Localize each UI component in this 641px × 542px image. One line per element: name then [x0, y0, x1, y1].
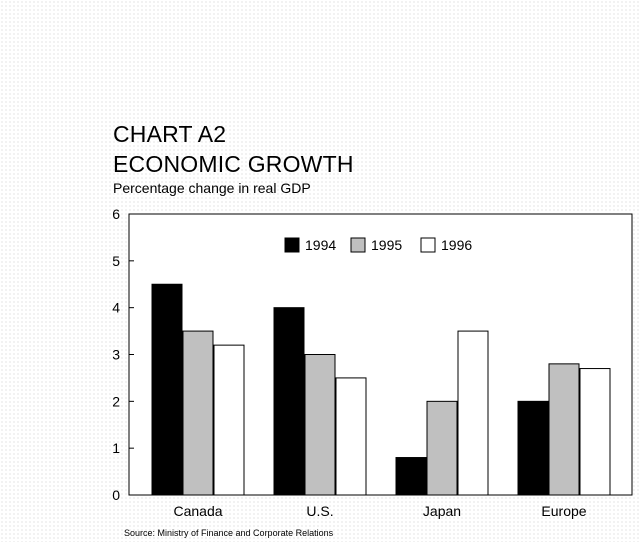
x-axis: Canada U.S. Japan Europe: [173, 503, 586, 519]
source-note: Source: Ministry of Finance and Corporat…: [124, 528, 334, 538]
bar-1996-us: [335, 377, 367, 496]
legend-swatch-1995: [350, 237, 366, 253]
x-tick-label: Canada: [173, 503, 222, 519]
legend-label-1994: 1994: [305, 237, 336, 253]
legend-label-1996: 1996: [441, 237, 472, 253]
legend: 1994 1995 1996: [284, 237, 472, 253]
bar-1994-canada: [151, 283, 183, 496]
bar-1994-japan: [395, 457, 427, 496]
bar-1995-canada: [182, 330, 214, 496]
bar-1996-europe: [579, 368, 611, 496]
y-tick-label: 4: [112, 300, 120, 316]
y-tick-label: 0: [112, 487, 120, 503]
bar-1995-japan: [426, 400, 458, 496]
x-tick-label: Japan: [423, 503, 461, 519]
bar-1996-canada: [213, 344, 245, 496]
legend-swatch-1996: [420, 237, 436, 253]
x-tick-label: U.S.: [306, 503, 333, 519]
bar-1995-us: [304, 354, 336, 496]
chart-title-secondary: ECONOMIC GROWTH: [113, 151, 354, 177]
y-tick-label: 5: [112, 253, 120, 269]
legend-label-1995: 1995: [371, 237, 402, 253]
y-tick-label: 1: [112, 440, 120, 456]
chart-title: CHART A2: [113, 121, 227, 147]
bar-1996-japan: [457, 330, 489, 496]
legend-swatch-1994: [284, 237, 300, 253]
bar-series-group: [151, 283, 611, 496]
y-tick-label: 6: [112, 206, 120, 222]
y-tick-label: 3: [112, 347, 120, 363]
bar-1994-us: [273, 307, 305, 496]
chart-subtitle: Percentage change in real GDP: [113, 180, 311, 196]
bar-1994-europe: [517, 400, 549, 496]
bar-1995-europe: [548, 363, 580, 496]
y-axis: 0 1 2 3 4 5 6: [112, 206, 134, 503]
y-tick-label: 2: [112, 393, 120, 409]
x-tick-label: Europe: [541, 503, 586, 519]
